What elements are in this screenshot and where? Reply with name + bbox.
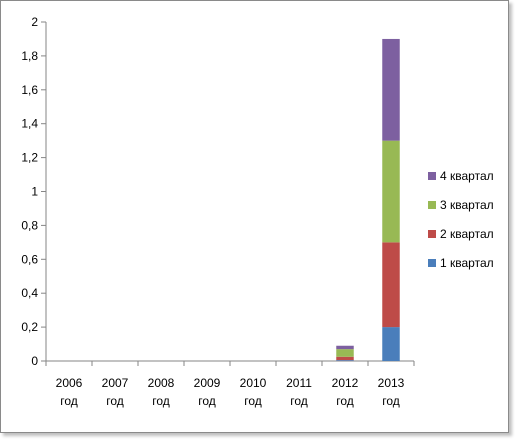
bar-segment xyxy=(336,356,354,361)
x-tick-label-line: год xyxy=(290,394,308,408)
y-tick-label: 1 xyxy=(31,185,38,199)
legend-swatch xyxy=(428,230,436,238)
x-tick-label-line: год xyxy=(382,394,400,408)
x-tick-label-line: год xyxy=(336,394,354,408)
x-tick-label: 2012 год xyxy=(332,376,359,408)
x-tick-label-line: 2008 xyxy=(148,376,175,390)
y-tick-label: 1,4 xyxy=(21,117,38,131)
x-tick-label: 2013 год xyxy=(378,376,405,408)
legend-swatch xyxy=(428,172,436,180)
x-tick-label: 2007 год xyxy=(102,376,129,408)
x-tick-label-line: 2007 xyxy=(102,376,129,390)
x-tick-label-line: 2006 xyxy=(56,376,83,390)
legend-label: 2 квартал xyxy=(440,227,494,241)
y-tick-labels: 0 0,2 0,4 0,6 0,8 1 1,2 1,4 1,6 1,8 2 xyxy=(21,15,38,368)
bar-segment xyxy=(382,38,400,141)
y-tick-label: 1,6 xyxy=(21,83,38,97)
y-tick-label: 0,2 xyxy=(21,320,38,334)
x-tick-label: 2009 год xyxy=(194,376,221,408)
bar-segment xyxy=(336,349,354,357)
axes xyxy=(41,21,415,366)
x-tick-label: 2006 год xyxy=(56,376,83,408)
y-tick-label: 1,8 xyxy=(21,49,38,63)
legend: 4 квартал 3 квартал 2 квартал 1 квартал xyxy=(428,169,494,270)
x-tick-label-line: 2011 xyxy=(286,376,312,390)
x-tick-label-line: 2009 xyxy=(194,376,221,390)
x-tick-label-line: год xyxy=(198,394,216,408)
bar-segment xyxy=(382,242,400,328)
x-tick-label-line: год xyxy=(152,394,170,408)
bar-segment xyxy=(382,140,400,243)
legend-label: 4 квартал xyxy=(440,169,494,183)
y-tick-label: 0,4 xyxy=(21,286,38,300)
bar-segment xyxy=(382,327,400,361)
x-tick-label: 2008 год xyxy=(148,376,175,408)
bar-segment xyxy=(336,345,354,350)
y-tick-label: 0,8 xyxy=(21,218,38,232)
x-tick-label-line: 2010 xyxy=(240,376,267,390)
y-tick-label: 2 xyxy=(31,15,38,29)
legend-swatch xyxy=(428,201,436,209)
x-tick-label-line: год xyxy=(60,394,78,408)
legend-swatch xyxy=(428,259,436,267)
legend-label: 1 квартал xyxy=(440,256,494,270)
x-tick-label-line: год xyxy=(244,394,262,408)
x-tick-label-line: 2013 xyxy=(378,376,405,390)
x-tick-labels: 2006 год 2007 год 2008 год 2009 год 2010 год 2011 г… xyxy=(56,376,405,408)
y-tick-label: 1,2 xyxy=(21,151,38,165)
x-tick-label-line: 2012 xyxy=(332,376,359,390)
y-tick-label: 0,6 xyxy=(21,252,38,266)
y-tick-label: 0 xyxy=(31,354,38,368)
x-tick-label: 2011 год xyxy=(286,376,312,408)
bar-segment xyxy=(336,360,354,361)
legend-label: 3 квартал xyxy=(440,198,494,212)
x-tick-label: 2010 год xyxy=(240,376,267,408)
bars xyxy=(336,38,400,361)
x-tick-label-line: год xyxy=(106,394,124,408)
